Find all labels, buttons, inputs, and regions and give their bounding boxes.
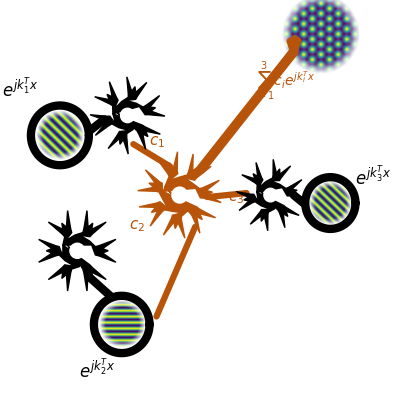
Polygon shape [138, 152, 221, 238]
Circle shape [172, 187, 187, 203]
Polygon shape [39, 211, 116, 291]
Circle shape [70, 243, 85, 258]
Circle shape [121, 108, 135, 122]
Text: $\sum_{i=1}^{3} c_i e^{jk_i^T x}$: $\sum_{i=1}^{3} c_i e^{jk_i^T x}$ [253, 59, 315, 103]
Text: $e^{jk_1^T x}$: $e^{jk_1^T x}$ [2, 78, 38, 102]
Circle shape [264, 188, 277, 202]
Text: $c_1$: $c_1$ [149, 134, 165, 150]
Text: $c_3$: $c_3$ [228, 190, 244, 206]
Polygon shape [90, 77, 165, 154]
Text: $e^{jk_3^T x}$: $e^{jk_3^T x}$ [355, 166, 392, 189]
Polygon shape [236, 159, 305, 231]
Text: $e^{jk_2^T x}$: $e^{jk_2^T x}$ [79, 359, 115, 382]
Text: $c_2$: $c_2$ [129, 218, 146, 234]
